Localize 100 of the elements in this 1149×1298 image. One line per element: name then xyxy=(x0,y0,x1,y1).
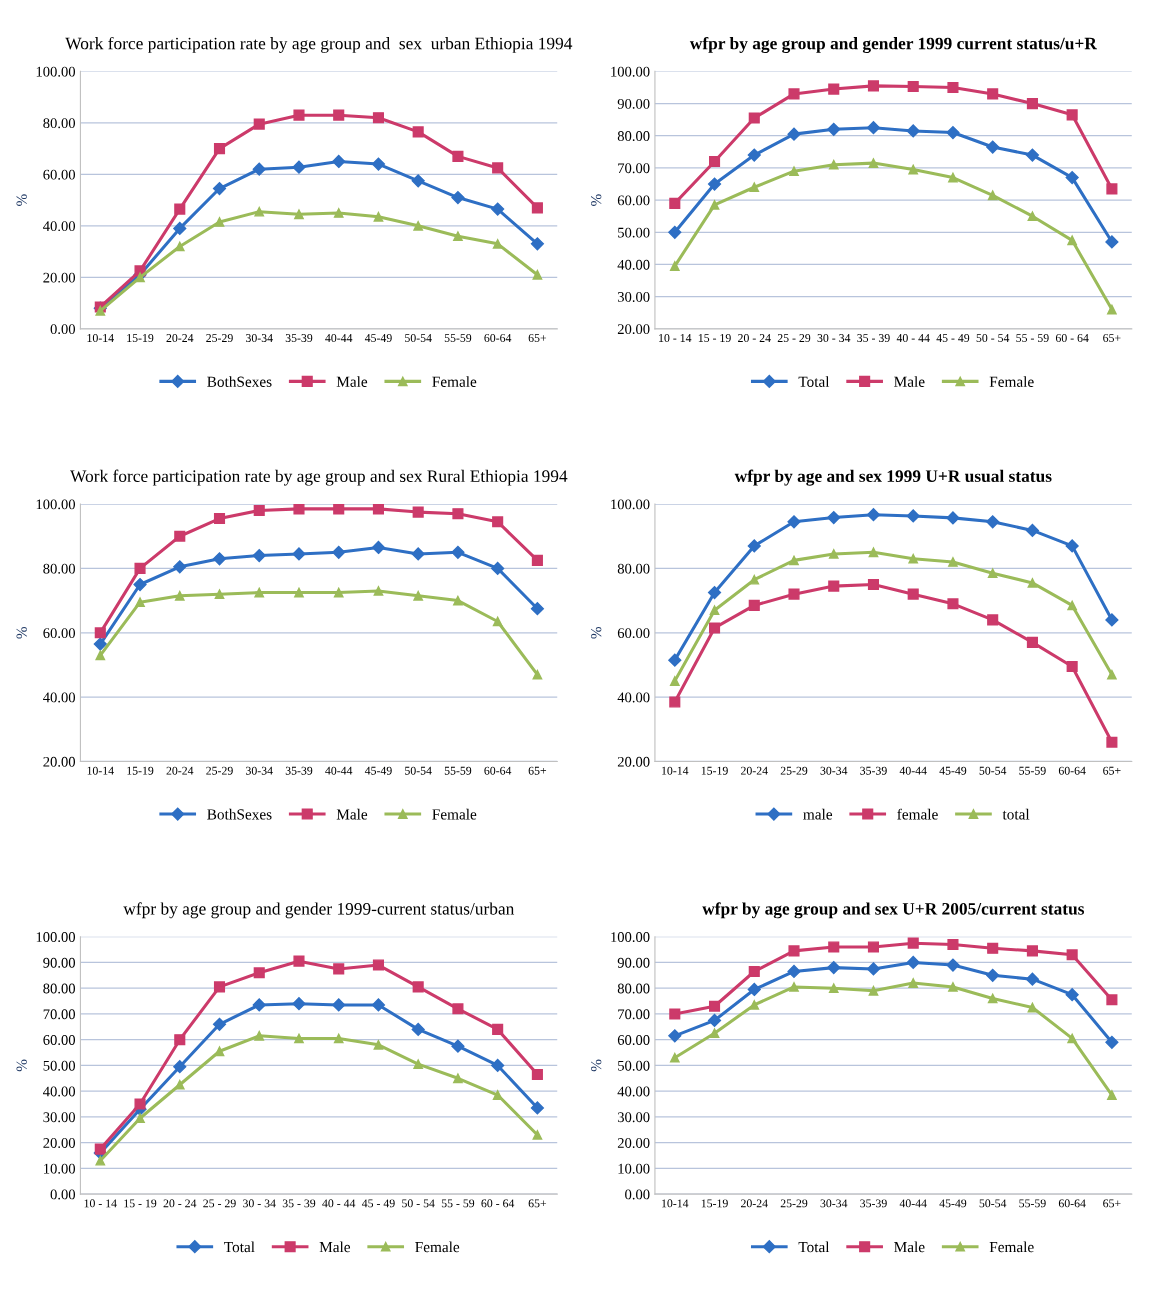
point xyxy=(212,181,227,196)
point xyxy=(252,548,266,563)
point xyxy=(451,190,465,205)
x-tick-label: 65+ xyxy=(528,1199,547,1208)
point xyxy=(1025,148,1040,162)
point xyxy=(372,504,385,515)
point xyxy=(212,552,227,566)
point xyxy=(907,937,919,949)
x-tick-label: 40-44 xyxy=(899,1199,927,1208)
point xyxy=(747,982,761,997)
y-tick-label: 0.00 xyxy=(50,1189,76,1200)
chart-title: wfpr by age and sex 1999 U+R usual status xyxy=(734,469,1052,486)
point xyxy=(707,177,722,191)
legend-label: Total xyxy=(224,1241,255,1253)
x-tick-label: 10-14 xyxy=(87,334,114,342)
x-tick-label: 40-44 xyxy=(325,766,353,775)
point xyxy=(948,982,958,992)
legend-label: Female xyxy=(432,808,477,820)
x-tick-label: 10 - 14 xyxy=(84,1199,117,1208)
legend-label: Male xyxy=(894,376,925,387)
legend-label: Male xyxy=(336,376,368,387)
x-tick-label: 40 - 44 xyxy=(896,334,930,342)
point xyxy=(95,650,106,661)
point xyxy=(1067,1033,1078,1044)
point xyxy=(254,1030,265,1041)
point xyxy=(1107,669,1117,680)
legend-label: Female xyxy=(415,1241,460,1253)
point xyxy=(411,174,425,188)
point xyxy=(906,955,920,970)
y-tick-label: 40.00 xyxy=(617,1086,650,1097)
point xyxy=(1065,170,1079,185)
point xyxy=(452,508,464,520)
point xyxy=(708,1000,721,1012)
x-tick-label: 40-44 xyxy=(325,334,353,342)
x-tick-label: 30-34 xyxy=(246,334,273,342)
point xyxy=(135,597,145,608)
point xyxy=(332,154,346,169)
point xyxy=(709,605,720,616)
point xyxy=(946,511,960,525)
x-tick-label: 45-49 xyxy=(939,766,967,775)
x-tick-label: 40-44 xyxy=(899,766,927,775)
x-tick-label: 30-34 xyxy=(820,766,848,775)
point xyxy=(371,998,386,1012)
point xyxy=(333,1033,344,1044)
x-tick-label: 30-34 xyxy=(246,766,273,775)
x-tick-label: 30 - 34 xyxy=(817,334,851,342)
legend-label: Male xyxy=(319,1241,351,1253)
y-tick-label: 80.00 xyxy=(43,118,76,129)
point xyxy=(491,561,505,576)
point xyxy=(866,508,881,522)
x-tick-label: 15-19 xyxy=(701,766,728,775)
point xyxy=(372,959,385,971)
y-tick-label: 20.00 xyxy=(43,1138,76,1148)
point xyxy=(788,588,800,600)
y-axis-title: % xyxy=(16,194,27,206)
point xyxy=(133,577,147,592)
point xyxy=(987,190,998,201)
point xyxy=(1106,736,1118,748)
point xyxy=(828,549,839,559)
x-tick-label: 60-64 xyxy=(1058,1199,1086,1208)
point xyxy=(987,993,998,1004)
point xyxy=(413,1059,424,1070)
x-tick-label: 65+ xyxy=(1103,766,1121,775)
point xyxy=(749,182,760,193)
point xyxy=(411,1022,425,1036)
x-tick-label: 65+ xyxy=(528,334,547,342)
point xyxy=(452,1003,464,1015)
point xyxy=(987,614,999,626)
point xyxy=(986,968,1000,982)
point xyxy=(451,545,465,559)
x-tick-label: 45 - 49 xyxy=(361,1199,395,1208)
legend-label: Male xyxy=(336,808,368,820)
x-tick-label: 55-59 xyxy=(444,334,472,342)
point xyxy=(530,602,544,616)
x-tick-label: 15 - 19 xyxy=(124,1199,157,1208)
point xyxy=(134,562,146,574)
point xyxy=(787,964,801,979)
x-tick-label: 15-19 xyxy=(701,1199,728,1208)
x-tick-label: 55-59 xyxy=(1019,1199,1046,1208)
point xyxy=(413,590,424,601)
y-tick-label: 60.00 xyxy=(43,1035,76,1045)
y-tick-label: 60.00 xyxy=(43,628,76,639)
point xyxy=(253,118,265,130)
point xyxy=(908,164,919,175)
x-tick-label: 25-29 xyxy=(206,334,233,342)
point xyxy=(948,172,958,183)
point xyxy=(947,938,959,951)
point xyxy=(668,653,682,667)
y-tick-label: 60.00 xyxy=(43,169,76,180)
point xyxy=(749,1000,760,1010)
x-tick-label: 30 - 34 xyxy=(243,1199,276,1208)
y-tick-label: 100.00 xyxy=(611,499,650,510)
y-tick-label: 60.00 xyxy=(617,1035,650,1045)
x-tick-label: 55-59 xyxy=(444,766,472,775)
point xyxy=(492,1023,504,1035)
y-axis-title: % xyxy=(591,1059,602,1072)
point xyxy=(293,109,305,121)
y-tick-label: 100.00 xyxy=(36,499,76,510)
x-tick-label: 20-24 xyxy=(741,1199,768,1208)
point xyxy=(986,140,1000,154)
